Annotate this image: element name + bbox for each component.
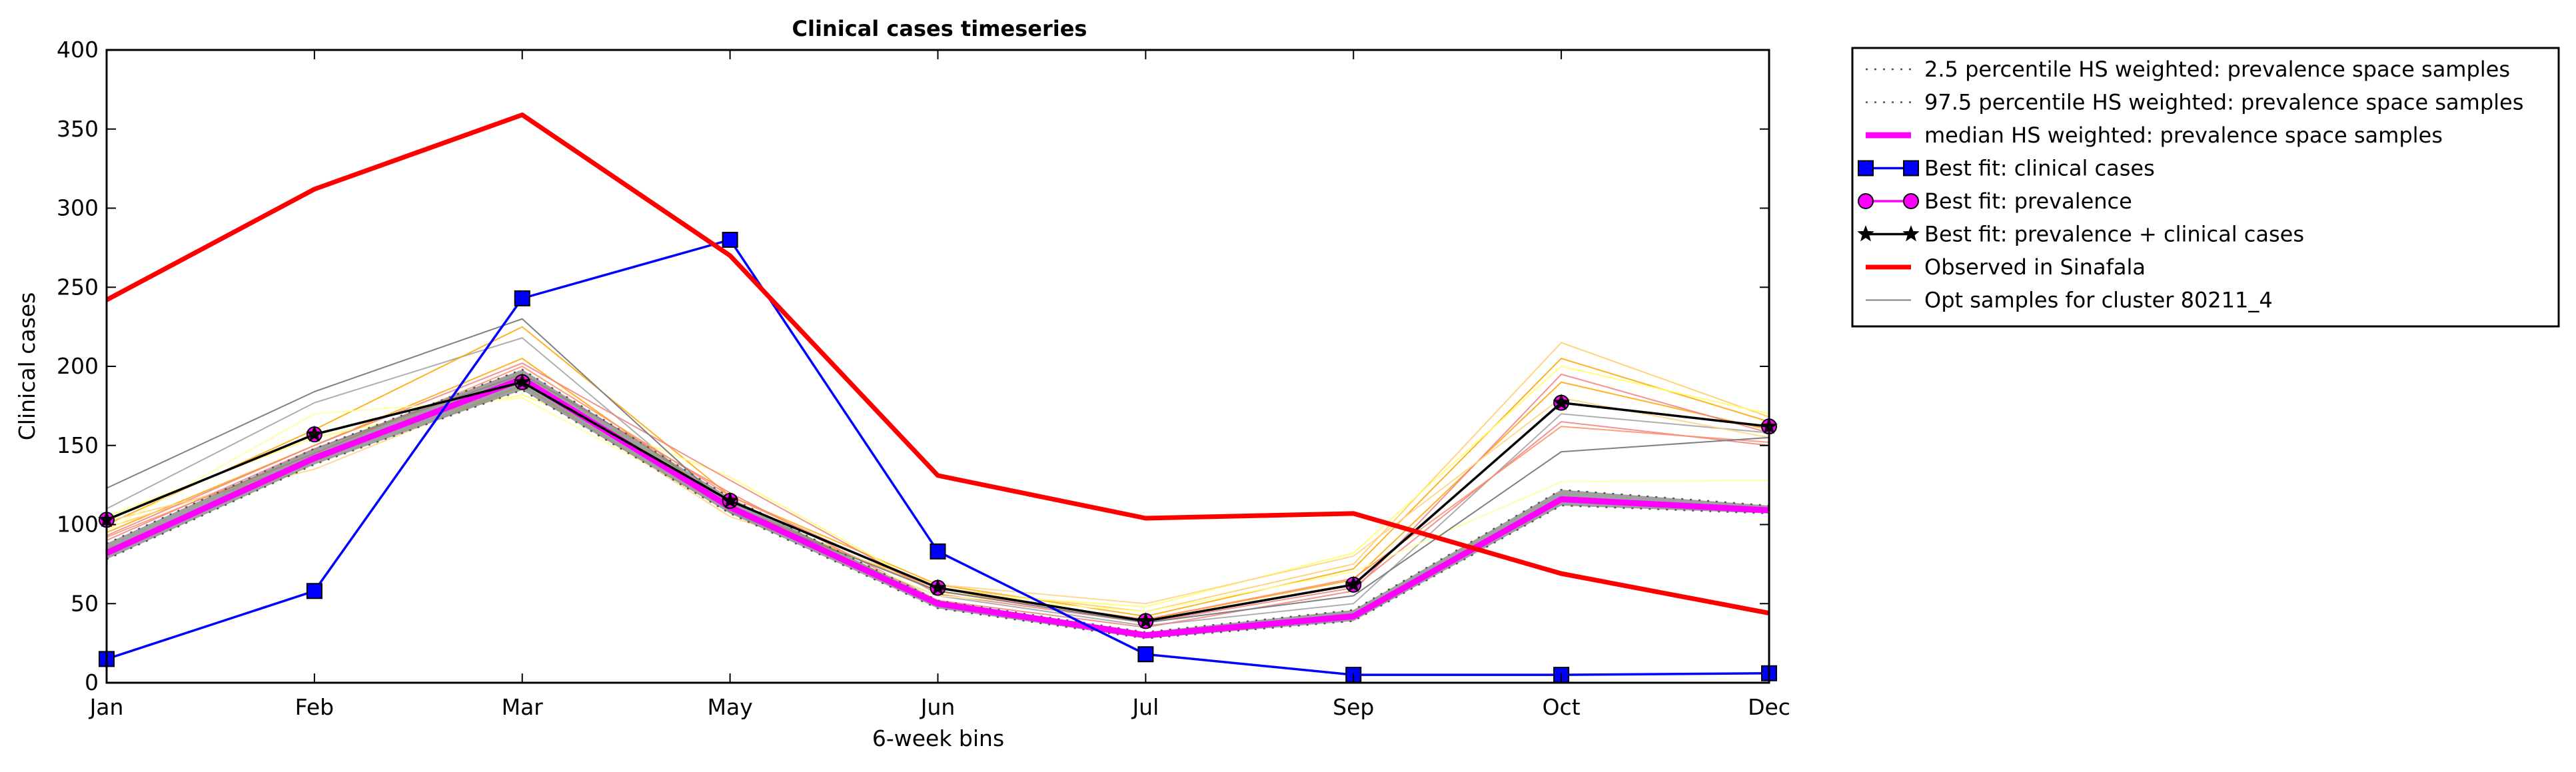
y-axis-label: Clinical cases xyxy=(14,292,40,441)
series-3-point-5 xyxy=(1137,646,1154,663)
x-tick-label-5: Jul xyxy=(1131,694,1159,720)
axes: 0 50 100 150 200 250 300 350 400 Jan Feb Mar May Jun J… xyxy=(57,37,1790,720)
legend-label-3: Best fit: clinical cases xyxy=(1924,156,2155,181)
series-3-point-3 xyxy=(722,232,738,248)
series-5-point-7 xyxy=(1553,394,1570,410)
series-5-point-4 xyxy=(929,579,947,595)
series-5-point-1 xyxy=(306,425,323,442)
legend-marker-a-3 xyxy=(1858,160,1874,177)
series-line-2 xyxy=(105,376,1770,639)
series-3-point-1 xyxy=(306,583,322,599)
series-line-6 xyxy=(105,112,1770,615)
legend-marker-a-4 xyxy=(1858,193,1874,209)
series-5-point-5 xyxy=(1137,611,1155,629)
y-tick-label-8: 400 xyxy=(57,37,99,63)
legend-label-6: Observed in Sinafala xyxy=(1924,254,2146,280)
series-5-point-6 xyxy=(1345,576,1363,592)
y-tick-label-7: 350 xyxy=(57,116,99,142)
y-tick-label-4: 200 xyxy=(57,353,99,379)
legend-marker-a-5 xyxy=(1857,225,1874,242)
legend-box xyxy=(1851,47,2560,328)
series-3-point-4 xyxy=(930,543,946,560)
x-tick-label-0: Jan xyxy=(89,694,124,720)
legend-label-5: Best fit: prevalence + clinical cases xyxy=(1924,222,2304,247)
y-tick-label-0: 0 xyxy=(85,669,99,695)
x-tick-label-2: Mar xyxy=(502,694,544,720)
series-lines xyxy=(98,112,1778,683)
y-tick-label-5: 250 xyxy=(57,274,99,300)
legend-label-4: Best fit: prevalence xyxy=(1924,189,2132,214)
y-tick-label-3: 150 xyxy=(57,432,99,458)
chart-title: Clinical cases timeseries xyxy=(792,16,1087,41)
series-line-0 xyxy=(106,389,1770,639)
x-tick-label-1: Feb xyxy=(295,694,334,720)
x-tick-label-3: May xyxy=(708,694,753,720)
legend-label-7: Opt samples for cluster 80211_4 xyxy=(1924,288,2273,313)
legend: 2.5 percentile HS weighted: prevalence s… xyxy=(1851,47,2560,328)
x-tick-label-6: Sep xyxy=(1333,694,1374,720)
y-tick-label-6: 300 xyxy=(57,195,99,221)
series-5-point-3 xyxy=(721,492,739,508)
x-axis-label: 6-week bins xyxy=(872,725,1004,751)
legend-marker-b-4 xyxy=(1903,193,1919,209)
legend-label-2: median HS weighted: prevalence space sam… xyxy=(1924,123,2443,148)
x-tick-label-7: Oct xyxy=(1543,694,1581,720)
y-tick-label-2: 100 xyxy=(57,512,99,538)
series-5-point-2 xyxy=(513,373,531,390)
x-tick-label-4: Jun xyxy=(920,694,956,720)
legend-label-1: 97.5 percentile HS weighted: prevalence … xyxy=(1924,90,2523,115)
legend-marker-b-5 xyxy=(1902,225,1920,242)
x-tick-label-8: Dec xyxy=(1748,694,1790,720)
y-tick-label-1: 50 xyxy=(71,590,99,616)
legend-marker-b-3 xyxy=(1903,160,1919,177)
legend-label-0: 2.5 percentile HS weighted: prevalence s… xyxy=(1924,57,2510,82)
series-3-point-2 xyxy=(514,290,530,306)
